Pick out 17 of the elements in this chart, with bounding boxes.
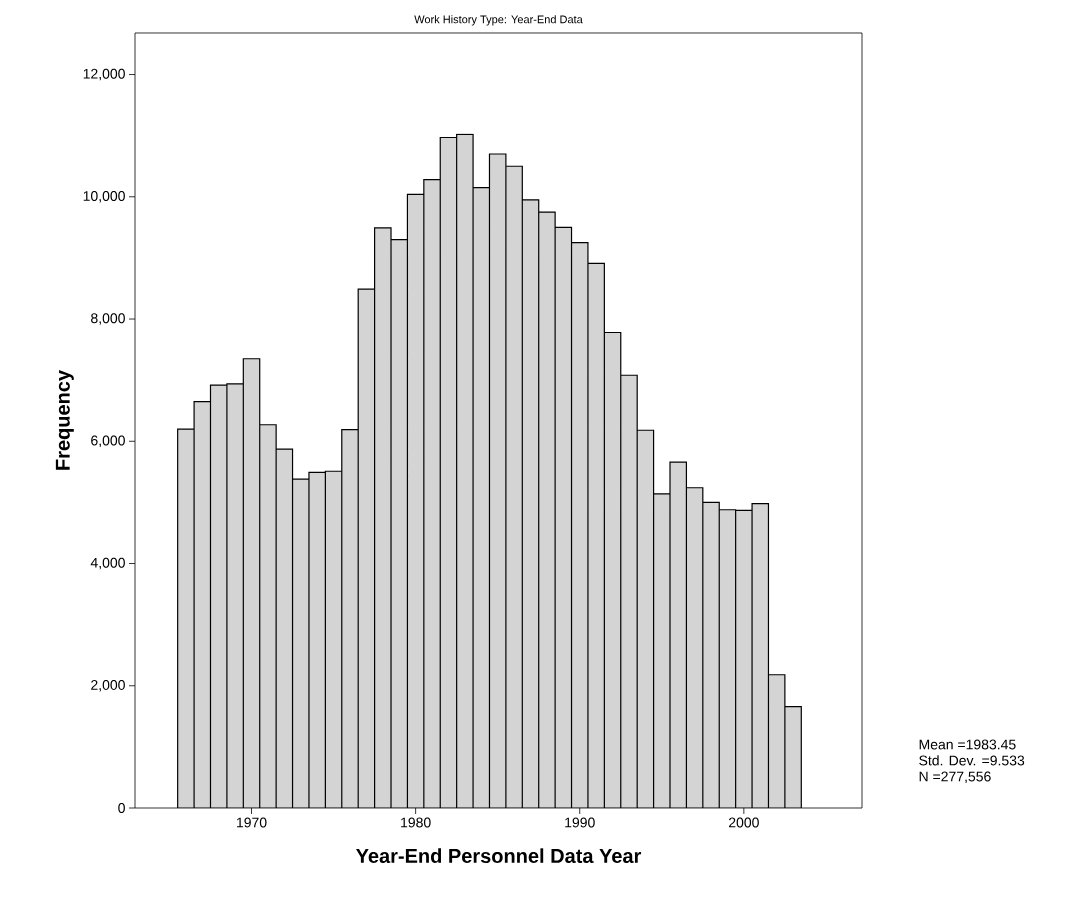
y-tick-label: 10,000 (83, 191, 125, 203)
x-tick-label: 1980 (401, 817, 431, 828)
x-tick-label: 1970 (237, 817, 267, 828)
y-tick-label: 6,000 (91, 435, 125, 448)
x-tick-label: 2000 (728, 817, 759, 828)
y-axis-title: Frequency (55, 370, 74, 470)
y-tick-label: 12,000 (83, 68, 125, 81)
x-axis-title: Year-End Personnel Data Year (356, 848, 642, 863)
text: Mean =1983.45 (919, 739, 1016, 750)
x-tick-label: 1990 (565, 817, 595, 828)
y-tick-label: 4,000 (90, 557, 125, 570)
text: N =277,556 (919, 771, 991, 784)
y-tick-label: 0 (118, 803, 125, 813)
chart-title: Work History Type: Year-End Data (414, 15, 583, 26)
y-tick-label: 2,000 (91, 679, 125, 692)
y-tick-label: 8,000 (91, 313, 125, 325)
text: Std. Dev. =9.533 (919, 755, 1025, 766)
